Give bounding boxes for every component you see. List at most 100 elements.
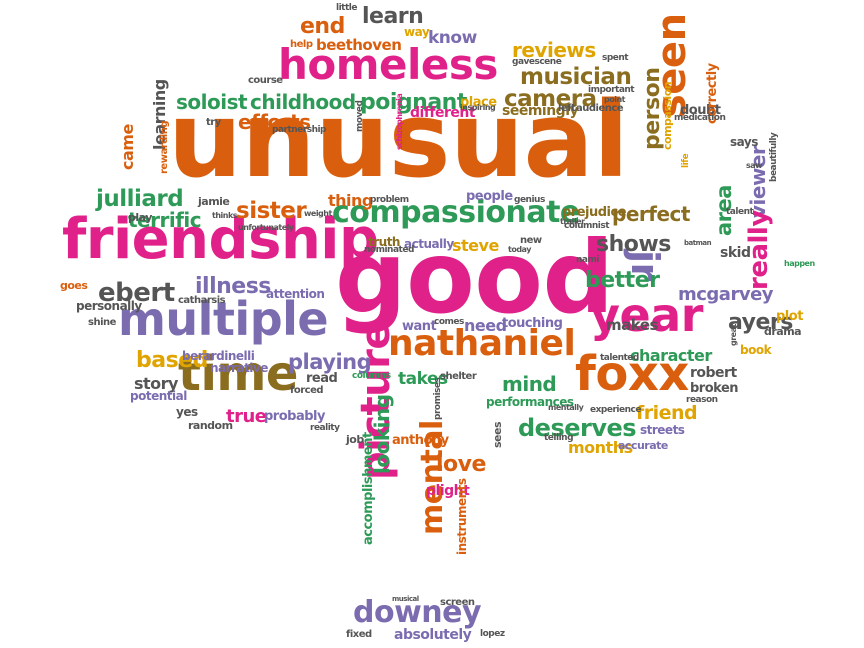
cloud-word: life (681, 153, 691, 168)
cloud-word: true (226, 406, 267, 427)
cloud-word: need (464, 316, 507, 335)
cloud-word: months (568, 438, 633, 457)
cloud-word: actually (404, 237, 454, 251)
cloud-word: steve (452, 236, 499, 255)
cloud-word: nominated (364, 245, 414, 255)
cloud-word: friendship (62, 207, 379, 272)
cloud-word: catharsis (178, 295, 226, 306)
cloud-word: childhood (250, 90, 356, 114)
cloud-word: attention (266, 287, 325, 301)
cloud-word: unusual (168, 79, 629, 201)
cloud-word: time (178, 346, 298, 402)
cloud-word: accomplishment (361, 432, 376, 545)
cloud-word: came (118, 124, 137, 170)
cloud-word: screen (440, 597, 475, 608)
cloud-word: know (428, 28, 477, 48)
cloud-word: sister (236, 198, 307, 224)
cloud-word: happen (784, 259, 815, 268)
cloud-word: compassion (661, 81, 674, 150)
cloud-word: downey (353, 595, 482, 630)
cloud-word: illness (195, 274, 271, 299)
cloud-word: thing (328, 191, 373, 210)
cloud-word: drama (764, 325, 802, 338)
cloud-word: prejudice (562, 205, 627, 220)
cloud-word: instruments (455, 478, 469, 555)
cloud-word: important (588, 85, 635, 95)
cloud-word: trailer (560, 217, 585, 226)
cloud-word: truth (368, 235, 400, 249)
cloud-word: spent (602, 53, 629, 63)
cloud-word: ebert (98, 278, 175, 308)
cloud-word: beethoven (316, 36, 402, 54)
cloud-word: potential (130, 389, 187, 403)
cloud-word: character (630, 346, 712, 365)
cloud-word: goes (60, 279, 88, 292)
cloud-word: compassionate (332, 195, 580, 230)
cloud-word: mind (502, 372, 557, 396)
cloud-word: unfortunately (238, 223, 294, 232)
cloud-word: musician (520, 64, 632, 90)
cloud-word: new (520, 235, 542, 246)
cloud-word: soloist (176, 90, 248, 114)
cloud-word: better (585, 268, 660, 293)
cloud-word: learn (362, 4, 424, 29)
cloud-word: perfect (612, 202, 690, 226)
cloud-word: absolutely (394, 627, 472, 643)
cloud-word: telling (544, 433, 574, 443)
cloud-word: touching (502, 316, 563, 331)
cloud-word: point (604, 95, 625, 104)
cloud-word: musical (392, 595, 419, 603)
cloud-word: plot (776, 309, 803, 324)
cloud-word: jamie (198, 195, 230, 208)
cloud-word: talented (600, 353, 639, 363)
cloud-word: broken (690, 381, 739, 396)
cloud-word: talent (726, 207, 754, 217)
cloud-word: place (460, 95, 497, 110)
cloud-word: year (590, 288, 703, 342)
cloud-word: shine (88, 317, 116, 328)
cloud-word: forced (290, 385, 324, 396)
cloud-word: anthony (392, 433, 449, 448)
cloud-word: left (558, 103, 576, 114)
cloud-word: inspiring (460, 103, 496, 112)
cloud-word: yes (176, 405, 198, 419)
cloud-word: reviews (512, 38, 596, 62)
cloud-word: read (306, 371, 338, 386)
cloud-word: deserves (518, 414, 637, 442)
cloud-word: doubt (680, 103, 721, 118)
cloud-word: reason (686, 395, 718, 405)
cloud-word: streets (640, 423, 685, 437)
cloud-word: probably (264, 409, 325, 424)
cloud-word: efforts (238, 110, 311, 134)
cloud-word: mcgarvey (678, 284, 774, 305)
cloud-word: homeless (278, 40, 498, 89)
cloud-word: random (188, 419, 233, 432)
cloud-word: schizophrenia (395, 93, 404, 150)
cloud-word: skid (720, 245, 751, 261)
cloud-word: audience (576, 103, 624, 114)
cloud-word: help (290, 39, 313, 50)
cloud-word: accurate (618, 439, 668, 452)
cloud-word: fixed (346, 629, 372, 640)
cloud-word: takes (398, 369, 448, 389)
cloud-word: way (404, 25, 430, 39)
cloud-word: batman (684, 239, 712, 247)
cloud-word: multiple (118, 292, 329, 346)
cloud-word: great (729, 324, 738, 346)
cloud-word: performances (486, 395, 574, 409)
cloud-word: shelter (440, 371, 477, 382)
cloud-word: columnist (564, 221, 610, 231)
cloud-word: lopez (480, 629, 505, 639)
cloud-word: mentally (548, 403, 584, 412)
cloud-word: want (402, 319, 437, 334)
cloud-word: personally (76, 299, 142, 313)
cloud-word: julliard (96, 186, 184, 212)
cloud-word: based (136, 348, 208, 373)
cloud-word: says (730, 135, 758, 149)
cloud-word: medication (674, 113, 726, 123)
cloud-word: reality (310, 423, 340, 433)
cloud-word: try (206, 117, 221, 128)
cloud-word: makes (606, 316, 658, 334)
cloud-word: narrative (210, 361, 268, 375)
